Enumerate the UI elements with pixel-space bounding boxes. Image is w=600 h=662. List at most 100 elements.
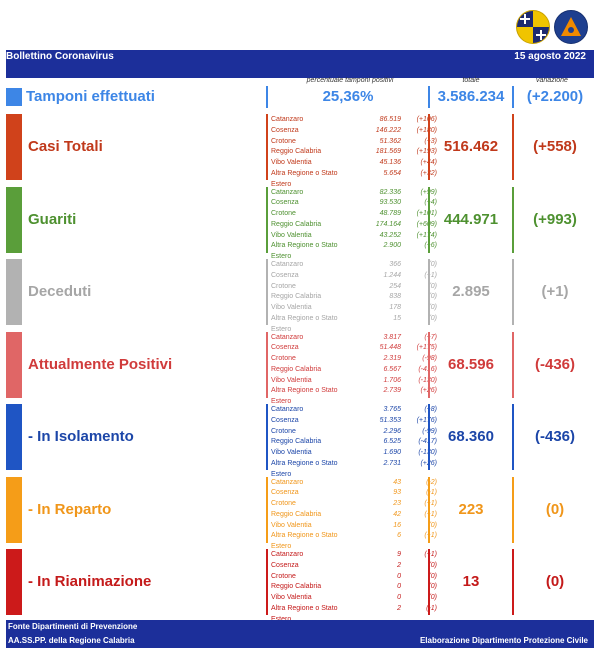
province-value: 181.569 [375,148,401,156]
section-divider [512,186,514,253]
province-value: 366 [389,261,401,268]
province-name: Cosenza [271,561,299,569]
province-row: Altra Regione o Stato Estero 6 (+1) [271,531,437,553]
province-delta: (0) [428,314,437,322]
province-name: Cosenza [271,489,299,497]
section-marker [6,259,22,325]
province-delta: (+44) [401,158,437,169]
province-name: Cosenza [271,271,299,279]
section-divider [266,549,268,615]
sub-band [6,64,594,78]
province-name: Vibo Valentia [271,376,312,384]
province-delta: (0) [428,521,437,529]
province-value: 86.519 [379,116,401,123]
province-breakdown: Catanzaro 366 (0) Cosenza 1.244 (+1) Crotone 25… [271,260,437,336]
province-row: Reggio Calabria 838 (0) [271,292,437,303]
province-value: 146.222 [375,126,401,134]
section-marker [6,404,22,470]
province-delta: (-417) [401,437,437,448]
section-divider [512,404,514,470]
province-delta: (+4) [424,199,437,207]
province-delta: (0) [428,572,437,580]
protezione-civile-logo [554,10,588,44]
section-variation: (0) [545,500,565,518]
province-value: 51.353 [379,416,401,424]
section-marker [6,186,22,253]
province-delta: (+8) [424,406,437,413]
province-value: 6.525 [383,438,401,446]
province-name: Reggio Calabria [271,293,322,301]
section-total: 68.596 [448,355,494,373]
province-delta: (-1) [426,489,437,497]
section-label: - In Rianimazione [28,573,152,590]
province-value: 51.362 [379,137,401,145]
section-divider [428,331,430,398]
col-header-var: variazione [536,77,568,84]
section-total: 223 [458,500,484,518]
section-divider [266,476,268,543]
province-row: Catanzaro 43 (-2) [271,478,437,489]
footer-band: Fonte Dipartimenti di Prevenzione AA.SS.… [6,620,594,648]
province-value: 42 [393,510,401,518]
province-value: 2 [397,604,401,612]
province-name: Catanzaro [271,551,304,558]
province-row: Cosenza 93.530 (+4) [271,198,437,209]
province-row: Catanzaro 3.817 (+7) [271,333,437,344]
province-row: Vibo Valentia 0 (0) [271,593,437,604]
province-value: 93 [393,489,401,497]
section-divider [428,549,430,615]
province-name: Altra Regione o Stato Estero [271,314,338,333]
province-delta: (+101) [416,210,437,218]
province-name: Reggio Calabria [271,365,322,373]
section-variation: (+993) [533,210,577,228]
province-delta: (+1) [424,551,437,558]
province-value: 23 [393,500,401,508]
province-delta: (+175) [416,344,437,352]
province-row: Reggio Calabria 174.164 (+609) [271,220,437,231]
section-divider [266,114,268,180]
province-row: Crotone 254 (0) [271,282,437,293]
province-row: Vibo Valentia 1.690(-130) [271,448,437,459]
province-name: Altra Regione o Stato Estero [271,459,338,478]
province-name: Catanzaro [271,188,304,196]
province-name: Vibo Valentia [271,521,312,529]
province-name: Crotone [271,282,296,290]
section-total: 2.895 [452,283,490,300]
section-label: Attualmente Positivi [28,355,173,373]
province-value: 0 [397,583,401,591]
province-delta: (+3) [424,137,437,145]
calabria-logo [516,10,550,44]
province-name: Catanzaro [271,116,304,123]
province-row: Cosenza 146.222 (+180) [271,126,437,137]
province-delta: (+193) [416,148,437,156]
province-value: 3.817 [383,333,401,341]
bulletin-title: Bollettino Coronavirus [6,51,114,62]
province-delta: (+106) [416,116,437,123]
province-name: Crotone [271,572,296,580]
section-divider [428,259,430,325]
province-name: Altra Regione o Stato Estero [271,387,338,406]
section-variation: (-436) [534,355,575,373]
tamponi-var: (+2.200) [526,88,584,105]
tamponi-divider [266,86,268,108]
province-name: Vibo Valentia [271,304,312,312]
province-delta: (+176) [416,416,437,424]
province-value: 2.319 [383,355,401,363]
province-value: 2.739 [383,387,401,395]
tamponi-marker [6,88,22,106]
section-marker [6,549,22,615]
province-row: Crotone 48.789 (+101) [271,209,437,220]
section-divider [266,259,268,325]
province-row: Vibo Valentia 178 (0) [271,303,437,314]
province-name: Crotone [271,427,296,435]
province-value: 178 [389,304,401,312]
province-delta: (+1) [424,532,437,540]
province-name: Cosenza [271,126,299,134]
province-row: Catanzaro 86.519 (+106) [271,115,437,126]
section-total: 516.462 [443,138,499,155]
province-row: Cosenza 51.448 (+175) [271,343,437,354]
province-delta: (0) [428,261,437,268]
province-breakdown: Catanzaro 9 (+1) Cosenza 2 (0) Crotone 0 (0) Regg… [271,550,437,626]
province-delta: (-416) [401,365,437,376]
